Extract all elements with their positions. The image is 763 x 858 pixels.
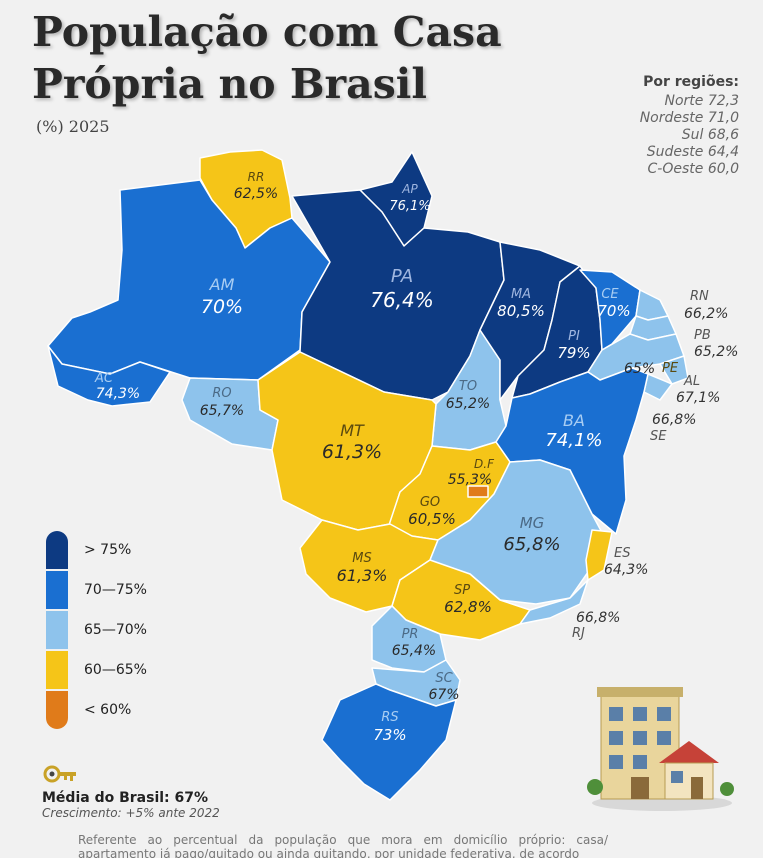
label-value-to: 65,2% [446,396,490,412]
region-sudeste: Sudeste 64,4 [646,144,739,160]
label-value-pi: 79% [557,344,590,362]
state-mg[interactable] [429,459,607,605]
state-es[interactable] [585,529,613,581]
legend-label: 65—70% [84,622,147,638]
map-legend: > 75% 70—75% 65—70% 60—65% < 60% [46,530,147,730]
label-code-rn: RN [690,289,709,304]
title-line-1: População com Casa [32,8,502,56]
region-sul: Sul 68,6 [681,127,739,143]
growth-text: Crescimento: +5% ante 2022 [42,806,220,820]
page-title: População com Casa Própria no Brasil [32,6,552,110]
label-value-al: 67,1% [676,390,720,406]
label-code-sc: SC [435,671,453,686]
region-centro-oeste: C-Oeste 60,0 [647,161,739,177]
label-code-to: TO [459,379,477,394]
legend-swatch-60-65 [46,651,68,689]
label-code-es: ES [614,546,630,561]
label-value-pr: 65,4% [392,643,436,659]
label-value-mg: 65,8% [503,534,560,555]
label-value-pa: 76,4% [370,288,434,312]
footnote: Referente ao percentual da população que… [78,833,608,858]
label-value-mt: 61,3% [322,441,382,463]
label-value-am: 70% [201,296,243,318]
legend-item: 70—75% [46,570,147,610]
regions-panel: Por regiões: Norte 72,3 Nordeste 71,0 Su… [640,74,739,178]
keys-icon [42,760,82,792]
label-code-pb: PB [694,328,711,343]
label-code-ac: AC [94,371,114,386]
legend-item: 65—70% [46,610,147,650]
label-value-go: 60,5% [408,510,456,528]
label-code-mt: MT [340,421,365,440]
label-value-rj: 66,8% [576,610,620,626]
state-ac[interactable] [47,345,171,407]
label-code-ba: BA [563,411,585,430]
brazil-average: Média do Brasil: 67% Crescimento: +5% an… [42,790,220,820]
label-value-rr: 62,5% [234,186,278,202]
legend-label: 60—65% [84,662,147,678]
label-code-rs: RS [381,710,398,725]
label-value-es: 64,3% [604,562,648,578]
label-code-ce: CE [601,287,619,302]
legend-label: < 60% [84,702,132,718]
label-value-pe: 65% [624,361,655,377]
label-value-df: 55,3% [448,472,492,488]
regions-heading: Por regiões: [643,74,739,90]
label-code-ap: AP [401,182,418,196]
label-value-ac: 74,3% [96,386,140,402]
label-value-sp: 62,8% [444,598,492,616]
title-line-2: Própria no Brasil [32,60,427,108]
region-norte: Norte 72,3 [664,93,739,109]
label-code-go: GO [420,495,440,510]
label-value-rs: 73% [373,726,406,744]
label-code-df: D.F [474,457,495,471]
label-code-am: AM [209,275,235,294]
label-code-pr: PR [402,627,419,642]
label-value-ro: 65,7% [200,403,244,419]
legend-swatch-gt75 [46,531,68,569]
legend-item: 60—65% [46,650,147,690]
label-code-pe: PE [662,361,679,376]
label-value-rn: 66,2% [684,306,728,322]
average-text: Média do Brasil: 67% [42,790,209,806]
label-code-rr: RR [248,170,265,184]
subtitle: (%) 2025 [36,117,110,136]
label-code-pi: PI [568,329,580,344]
house-illustration [587,683,737,817]
label-value-ap: 76,1% [389,199,430,214]
label-value-pb: 65,2% [694,344,738,360]
state-df[interactable] [467,485,489,498]
legend-label: > 75% [84,542,132,558]
label-code-al: AL [683,374,700,389]
legend-item: > 75% [46,530,147,570]
state-rj[interactable] [519,579,589,625]
region-nordeste: Nordeste 71,0 [639,110,739,126]
label-value-ce: 70% [597,302,630,320]
label-code-mg: MG [520,514,545,532]
label-value-ms: 61,3% [337,566,388,585]
state-al[interactable] [659,355,689,385]
state-rn[interactable] [635,289,669,321]
label-value-ba: 74,1% [545,430,602,451]
label-code-ma: MA [511,287,531,302]
legend-swatch-65-70 [46,611,68,649]
label-code-rj: RJ [572,626,585,641]
label-code-se: SE [650,429,667,444]
legend-item: < 60% [46,690,147,730]
label-value-ma: 80,5% [497,302,545,320]
label-code-ro: RO [212,386,231,401]
label-code-ms: MS [352,551,371,566]
label-code-sp: SP [454,583,470,598]
legend-label: 70—75% [84,582,147,598]
label-code-pa: PA [391,266,413,287]
label-value-sc: 67% [428,687,459,703]
label-value-se: 66,8% [652,412,696,428]
legend-swatch-70-75 [46,571,68,609]
state-rs[interactable] [321,683,457,801]
legend-swatch-lt60 [46,691,68,729]
